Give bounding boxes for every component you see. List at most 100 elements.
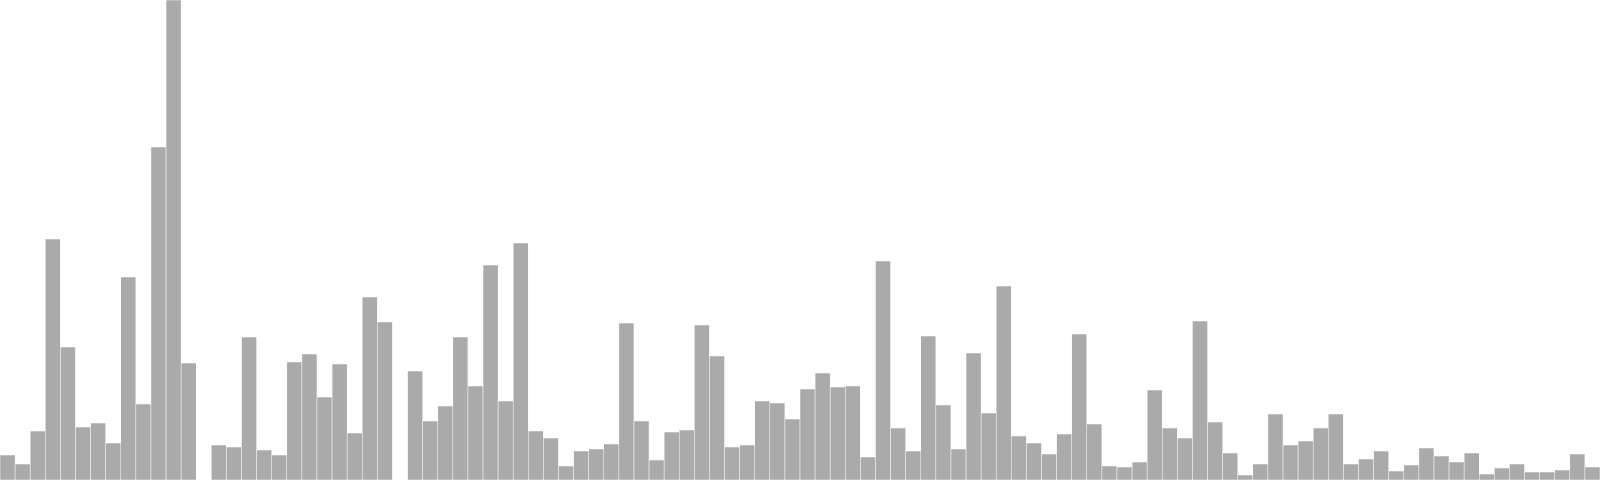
bar-21	[316, 396, 333, 480]
bar-70	[1056, 433, 1072, 480]
bar-87	[1312, 427, 1329, 480]
bar-77	[1162, 427, 1178, 480]
bar-93	[1403, 464, 1420, 480]
bar-1	[14, 463, 31, 480]
bar-44	[663, 431, 680, 480]
bar-29	[437, 405, 454, 480]
bar-103	[1554, 469, 1571, 480]
bar-33	[497, 400, 514, 480]
bar-69	[1041, 453, 1057, 480]
bar-81	[1222, 452, 1238, 480]
bar-68	[1026, 442, 1042, 480]
bar-64	[965, 352, 982, 480]
bar-25	[377, 321, 393, 480]
bar-100	[1509, 463, 1525, 480]
bar-86	[1297, 440, 1314, 480]
bar-102	[1539, 471, 1555, 480]
bar-75	[1131, 461, 1148, 480]
bar-101	[1524, 471, 1540, 480]
bar-28	[422, 420, 438, 480]
bar-38	[573, 450, 589, 480]
bar-105	[1584, 466, 1600, 480]
bar-80	[1207, 421, 1223, 480]
bar-30	[452, 336, 469, 480]
bar-62	[935, 404, 952, 480]
bar-39	[588, 448, 605, 480]
bar-35	[528, 430, 544, 480]
bar-74	[1116, 466, 1133, 480]
bar-88	[1328, 413, 1344, 480]
bar-15	[226, 446, 242, 480]
bar-85	[1282, 444, 1299, 480]
bar-72	[1086, 423, 1103, 480]
bar-22	[331, 363, 348, 480]
bar-47	[709, 355, 725, 480]
bar-3	[45, 238, 61, 480]
bar-0	[0, 454, 16, 480]
bar-76	[1146, 389, 1163, 480]
bar-6	[90, 422, 106, 480]
bar-18	[271, 454, 288, 480]
bar-43	[648, 459, 665, 480]
bar-49	[739, 444, 755, 480]
bar-10	[150, 146, 167, 480]
bar-58	[875, 260, 891, 480]
bar-23	[346, 432, 363, 480]
bar-17	[256, 449, 272, 480]
bar-45	[679, 429, 695, 480]
bar-12	[180, 362, 197, 480]
bar-46	[694, 324, 710, 480]
bar-27	[407, 370, 423, 480]
bar-5	[75, 426, 91, 480]
bar-57	[860, 456, 876, 480]
bar-7	[105, 442, 122, 480]
bar-67	[1011, 435, 1027, 480]
bar-78	[1177, 437, 1193, 480]
bar-84	[1267, 413, 1284, 480]
bar-54	[814, 372, 831, 480]
bar-79	[1192, 320, 1208, 480]
bar-94	[1418, 447, 1435, 480]
bar-92	[1388, 470, 1405, 480]
bar-59	[890, 427, 906, 480]
bar-50	[754, 400, 771, 480]
bar-42	[633, 420, 650, 480]
bar-55	[829, 386, 846, 480]
bar-53	[799, 388, 816, 480]
bar-51	[769, 402, 786, 480]
bar-41	[618, 322, 635, 480]
bar-37	[558, 465, 574, 480]
bar-8	[120, 276, 137, 480]
bar-34	[512, 242, 529, 480]
bar-95	[1433, 455, 1450, 480]
bar-60	[905, 450, 921, 480]
bar-91	[1373, 450, 1389, 480]
bar-31	[467, 385, 484, 480]
bar-82	[1237, 474, 1254, 480]
bar-4	[60, 346, 76, 480]
bar-65	[980, 412, 997, 480]
bar-52	[784, 418, 801, 480]
bar-83	[1252, 463, 1269, 480]
bar-73	[1101, 465, 1118, 480]
bar-61	[920, 335, 937, 480]
bar-9	[135, 403, 152, 480]
bar-16	[241, 336, 257, 480]
bar-96	[1448, 461, 1465, 480]
bar-89	[1343, 463, 1359, 480]
bar-63	[950, 448, 967, 480]
bar-104	[1569, 453, 1586, 480]
bar-90	[1358, 458, 1374, 480]
bar-11	[165, 0, 182, 480]
bar-2	[29, 430, 46, 480]
bar-66	[995, 285, 1012, 480]
bar-99	[1494, 467, 1510, 480]
bar-36	[543, 437, 559, 480]
bar-14	[211, 444, 227, 480]
bar-71	[1071, 333, 1088, 480]
bar-97	[1463, 452, 1480, 480]
bar-56	[845, 385, 861, 480]
bar-48	[724, 446, 740, 480]
